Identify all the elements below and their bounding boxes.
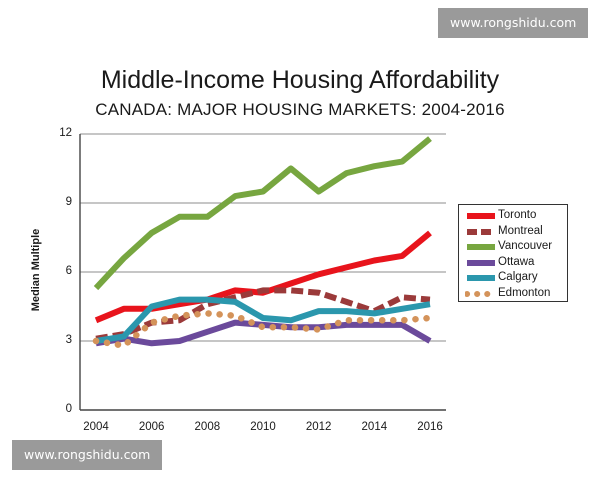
data-point-toronto (372, 258, 377, 263)
y-tick-label: 12 (59, 127, 72, 139)
legend-item-montreal: Montreal (465, 223, 543, 239)
data-point-edmonton (316, 327, 321, 332)
data-point-vancouver (372, 164, 377, 169)
data-point-vancouver (288, 166, 293, 171)
x-tick-label: 2006 (138, 421, 165, 433)
chart-title: Middle-Income Housing Affordability (100, 66, 500, 94)
data-point-edmonton (400, 318, 405, 323)
watermark-top: www.rongshidu.com (438, 8, 588, 38)
data-point-ottawa (233, 320, 238, 325)
y-tick-label: 3 (65, 334, 72, 346)
legend-label: Ottawa (498, 255, 535, 268)
x-tick-label: 2012 (305, 421, 332, 433)
data-point-vancouver (149, 230, 154, 235)
data-point-vancouver (233, 194, 238, 199)
data-point-toronto (94, 318, 99, 323)
data-point-ottawa (149, 341, 154, 346)
legend-label: Toronto (498, 209, 537, 221)
data-point-calgary (316, 309, 321, 314)
data-point-ottawa (428, 339, 433, 344)
legend-swatch (467, 275, 495, 281)
legend-label: Vancouver (498, 240, 553, 252)
chart-legend: Toronto Montreal Vancouver Ottawa Calgary Edm… (458, 204, 568, 302)
data-point-ottawa (177, 339, 182, 344)
data-point-calgary (261, 316, 266, 321)
data-point-edmonton (428, 316, 433, 321)
data-point-vancouver (428, 136, 433, 141)
data-point-calgary (121, 334, 126, 339)
x-tick-label: 2010 (250, 421, 276, 433)
data-point-calgary (400, 306, 405, 311)
data-point-vancouver (400, 159, 405, 164)
data-point-calgary (344, 309, 349, 314)
data-point-vancouver (261, 189, 266, 194)
data-point-toronto (121, 306, 126, 311)
data-point-vancouver (121, 256, 126, 261)
data-point-edmonton (261, 325, 266, 330)
data-point-vancouver (316, 189, 321, 194)
legend-item-calgary: Calgary (465, 269, 538, 285)
data-point-toronto (344, 265, 349, 270)
series-line-calgary (95, 296, 431, 344)
data-point-edmonton (121, 343, 126, 348)
data-point-edmonton (288, 325, 293, 330)
legend-swatch (467, 244, 495, 250)
data-point-vancouver (177, 214, 182, 219)
data-point-montreal (316, 290, 321, 295)
data-point-montreal (400, 295, 405, 300)
data-point-vancouver (205, 214, 210, 219)
legend-swatch (467, 228, 495, 235)
data-point-calgary (428, 302, 433, 307)
data-point-calgary (288, 318, 293, 323)
data-point-calgary (177, 297, 182, 302)
x-tick-label: 2014 (361, 421, 388, 433)
series-line-edmonton (92, 310, 434, 349)
data-point-calgary (149, 304, 154, 309)
y-axis-label: Median Multiple (30, 228, 42, 312)
data-point-ottawa (205, 329, 210, 334)
data-point-toronto (316, 272, 321, 277)
data-point-edmonton (149, 320, 154, 325)
data-point-calgary (372, 311, 377, 316)
legend-swatch (467, 259, 495, 266)
x-tick-label: 2008 (194, 421, 221, 433)
series-line-vancouver (93, 136, 432, 291)
x-tick-label: 2004 (83, 421, 109, 433)
data-point-vancouver (344, 171, 349, 176)
data-point-montreal (288, 288, 293, 293)
data-point-montreal (428, 297, 433, 302)
legend-label: Edmonton (498, 286, 551, 299)
data-point-edmonton (205, 311, 210, 316)
data-point-edmonton (94, 339, 99, 344)
data-point-toronto (288, 281, 293, 286)
data-point-edmonton (233, 313, 238, 318)
y-tick-label: 6 (65, 265, 72, 277)
data-point-toronto (233, 288, 238, 293)
data-point-vancouver (94, 286, 99, 291)
legend-item-ottawa: Ottawa (465, 254, 534, 270)
data-point-montreal (261, 288, 266, 293)
data-point-montreal (344, 299, 349, 304)
data-point-edmonton (372, 318, 377, 323)
x-tick-label: 2016 (417, 421, 443, 433)
data-point-edmonton (177, 313, 182, 318)
legend-label: Calgary (498, 271, 538, 283)
chart-subtitle: CANADA: MAJOR HOUSING MARKETS: 2004-2016 (95, 100, 505, 119)
y-tick-label: 9 (65, 196, 72, 208)
data-point-calgary (205, 297, 210, 302)
y-tick-label: 0 (65, 403, 72, 415)
legend-item-vancouver: Vancouver (465, 238, 552, 254)
legend-item-edmonton: Edmonton (465, 285, 550, 301)
data-point-calgary (233, 299, 238, 304)
watermark-bottom: www.rongshidu.com (12, 440, 162, 470)
legend-swatch (467, 213, 495, 219)
legend-swatch (465, 290, 495, 297)
data-point-edmonton (344, 318, 349, 323)
legend-label: Montreal (498, 224, 543, 237)
data-point-toronto (428, 230, 433, 235)
data-point-toronto (400, 253, 405, 258)
legend-item-toronto: Toronto (465, 207, 536, 223)
